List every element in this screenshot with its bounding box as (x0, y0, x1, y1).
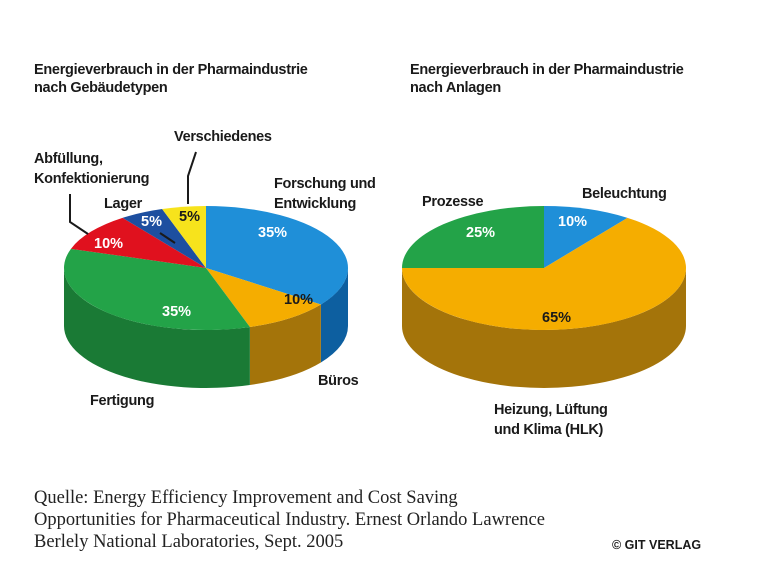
label-abfuellung: Abfüllung, Konfektionierung (34, 151, 149, 187)
value-lager: 5% (141, 214, 162, 230)
chart-anlagen: Energieverbrauch in der Pharmaindustrie … (402, 62, 687, 438)
source-note: Quelle: Energy Efficiency Improvement an… (34, 487, 674, 553)
source-line: Opportunities for Pharmaceutical Industr… (34, 510, 545, 530)
chart-gebaeudetypen: Energieverbrauch in der Pharmaindustrie … (34, 62, 379, 409)
pie-slice-0-4 (122, 209, 206, 268)
pie-slice-0-5 (162, 206, 206, 268)
label-lager: Lager (104, 196, 143, 212)
leader-line-verschiedenes (187, 151, 197, 204)
label-forschung-line-1: Forschung und (274, 176, 376, 192)
label-fertigung: Fertigung (90, 393, 154, 409)
label-forschung-line-2: Entwicklung (274, 196, 356, 212)
pie-side-1-1 (402, 268, 686, 388)
chart-title: Energieverbrauch in der Pharmaindustrie … (410, 62, 687, 96)
pie-gebaeudetypen (63, 206, 348, 388)
pie-side-0-2 (64, 268, 250, 388)
label-hlk-line-1: Heizung, Lüftung (494, 402, 608, 418)
pie-slice-0-1 (206, 268, 321, 327)
chart-title-line-1: Energieverbrauch in der Pharmaindustrie (410, 62, 684, 78)
leader-line-lager (159, 232, 176, 244)
value-beleuchtung: 10% (558, 214, 587, 230)
pie-side-0-1 (249, 304, 321, 385)
value-abfuellung: 10% (94, 236, 123, 252)
source-line: Quelle: Energy Efficiency Improvement an… (34, 488, 458, 508)
label-hlk: Heizung, Lüftung und Klima (HLK) (494, 402, 611, 438)
pie-side-walls (402, 268, 686, 388)
value-prozesse: 25% (466, 225, 495, 241)
value-verschiedenes: 5% (179, 209, 200, 225)
pie-slice-0-3 (70, 217, 206, 268)
pie-anlagen (402, 206, 686, 388)
label-forschung: Forschung und Entwicklung (274, 176, 379, 212)
copyright: © GIT VERLAG (612, 538, 702, 552)
source-line: Berlely National Laboratories, Sept. 200… (34, 532, 344, 552)
pie-slice-0-2 (63, 248, 250, 331)
chart-title-line-2: nach Gebäudetypen (34, 80, 168, 96)
chart-title-line-2: nach Anlagen (410, 80, 501, 96)
chart-title: Energieverbrauch in der Pharmaindustrie … (34, 62, 311, 96)
pie-slice-0-0 (206, 206, 348, 305)
label-abfuellung-line-1: Abfüllung, (34, 151, 103, 167)
pie-slice-1-2 (402, 206, 544, 268)
label-beleuchtung: Beleuchtung (582, 186, 667, 202)
value-forschung: 35% (258, 225, 287, 241)
value-fertigung: 35% (162, 304, 191, 320)
pie-side-0-0 (320, 268, 348, 363)
value-hlk: 65% (542, 310, 571, 326)
label-prozesse: Prozesse (422, 194, 484, 210)
label-verschiedenes: Verschiedenes (174, 129, 272, 145)
leader-line-abfuellung (69, 194, 89, 235)
label-hlk-line-2: und Klima (HLK) (494, 422, 604, 438)
value-bueros: 10% (284, 292, 313, 308)
pie-slice-1-1 (402, 217, 686, 330)
label-abfuellung-line-2: Konfektionierung (34, 171, 149, 187)
label-bueros: Büros (318, 373, 359, 389)
pie-slice-1-0 (544, 206, 628, 268)
pie-side-walls (64, 268, 348, 388)
chart-title-line-1: Energieverbrauch in der Pharmaindustrie (34, 62, 308, 78)
